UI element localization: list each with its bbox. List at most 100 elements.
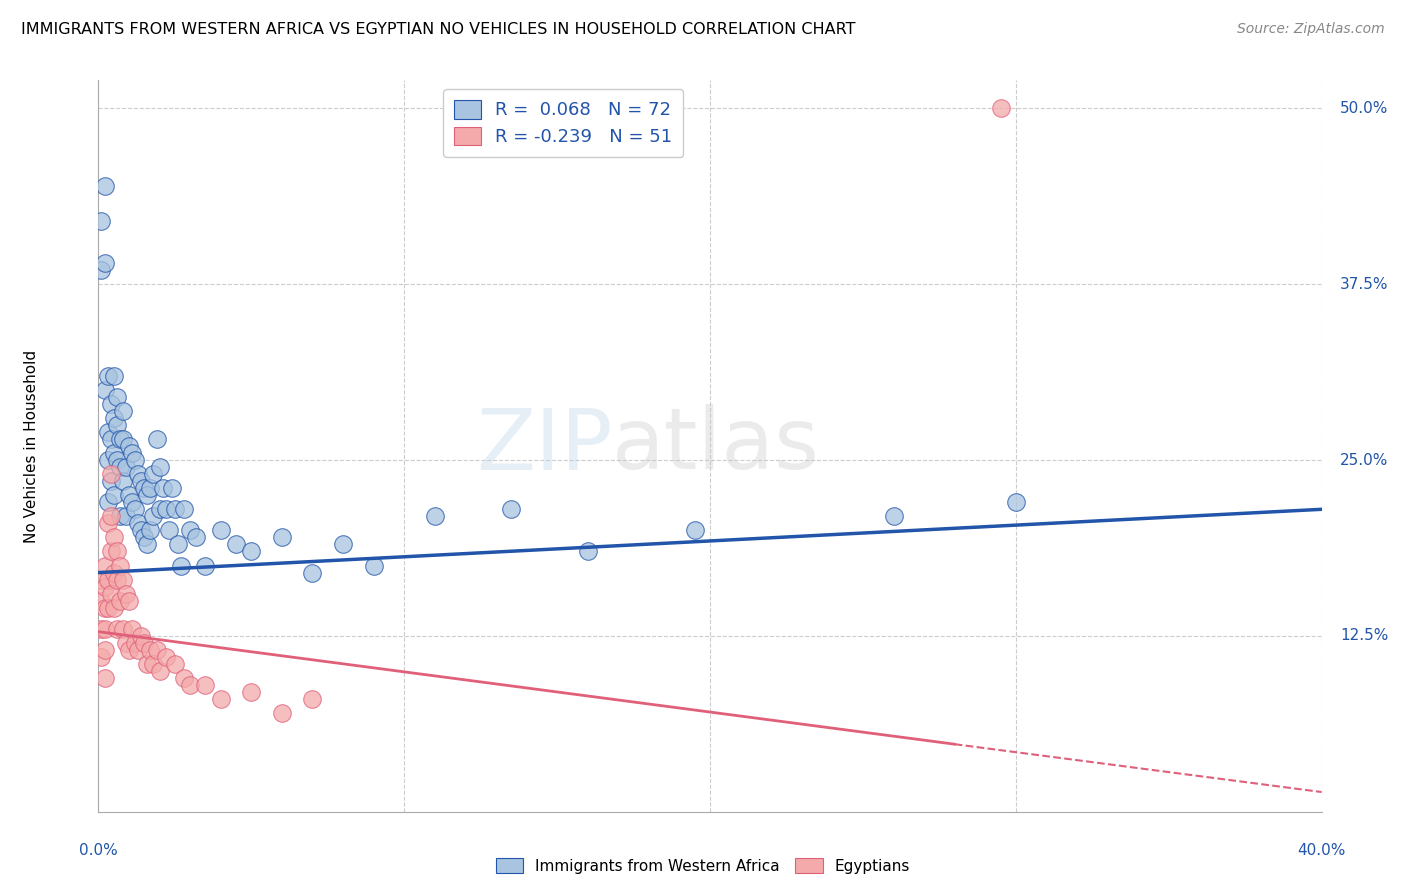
Point [115,460,138,475]
Point [270,530,292,544]
Point [136,488,159,502]
Point [136,537,159,551]
Point [103,368,125,383]
Point [90,650,112,665]
Point [108,460,131,475]
Text: IMMIGRANTS FROM WESTERN AFRICA VS EGYPTIAN NO VEHICLES IN HOUSEHOLD CORRELATION : IMMIGRANTS FROM WESTERN AFRICA VS EGYPTI… [21,22,856,37]
Point [100,587,122,601]
Point [118,593,141,607]
Point [118,439,141,453]
Point [163,502,186,516]
Point [301,692,323,706]
Point [225,537,247,551]
Point [194,558,217,573]
Point [160,481,183,495]
Point [111,573,134,587]
Point [194,678,217,692]
Point [103,566,125,580]
Point [179,678,201,692]
Point [157,524,180,538]
Point [103,530,125,544]
Point [97,453,120,467]
Point [179,524,201,538]
Point [115,587,138,601]
Point [90,573,112,587]
Point [186,530,208,544]
Point [149,664,172,678]
Legend: Immigrants from Western Africa, Egyptians: Immigrants from Western Africa, Egyptian… [489,852,917,880]
Legend: R =  0.068   N = 72, R = -0.239   N = 51: R = 0.068 N = 72, R = -0.239 N = 51 [443,89,683,157]
Point [93,643,115,657]
Point [124,453,146,467]
Point [301,566,323,580]
Point [170,558,193,573]
Point [127,467,149,482]
Point [115,636,138,650]
Point [149,460,172,475]
Point [134,481,156,495]
Text: 25.0%: 25.0% [1340,452,1388,467]
Point [124,502,146,516]
Point [134,530,156,544]
Point [118,643,141,657]
Point [139,524,162,538]
Point [136,657,159,671]
Point [121,495,143,509]
Point [103,410,125,425]
Point [111,622,134,636]
Point [100,544,122,558]
Point [134,636,156,650]
Point [270,706,292,721]
Point [97,573,120,587]
Point [93,580,115,594]
Point [97,600,120,615]
Point [105,622,128,636]
Point [93,671,115,685]
Text: Source: ZipAtlas.com: Source: ZipAtlas.com [1237,22,1385,37]
Point [105,390,128,404]
Point [111,474,134,488]
Point [97,495,120,509]
Point [423,509,446,524]
Point [127,643,149,657]
Point [103,446,125,460]
Text: 50.0%: 50.0% [1340,101,1388,116]
Point [163,657,186,671]
Point [124,636,146,650]
Point [173,502,195,516]
Point [683,524,706,538]
Point [100,397,122,411]
Text: atlas: atlas [612,404,820,488]
Point [576,544,599,558]
Point [240,685,263,699]
Point [93,622,115,636]
Point [139,481,162,495]
Point [103,488,125,502]
Point [501,502,523,516]
Point [93,600,115,615]
Point [990,102,1012,116]
Point [127,516,149,531]
Point [100,432,122,446]
Point [155,650,177,665]
Point [118,488,141,502]
Point [97,425,120,439]
Point [108,509,131,524]
Point [93,256,115,270]
Point [111,432,134,446]
Point [93,383,115,397]
Point [105,573,128,587]
Point [129,629,152,643]
Point [145,643,167,657]
Text: No Vehicles in Household: No Vehicles in Household [24,350,38,542]
Point [155,502,177,516]
Text: 40.0%: 40.0% [1298,843,1346,858]
Point [97,368,120,383]
Point [167,537,190,551]
Point [209,524,232,538]
Point [883,509,905,524]
Point [90,214,112,228]
Point [240,544,263,558]
Point [90,263,112,277]
Point [129,474,152,488]
